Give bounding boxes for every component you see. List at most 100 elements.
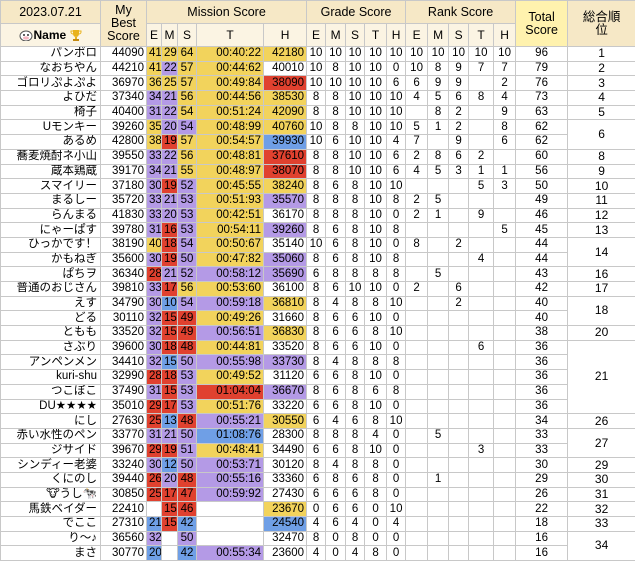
rank-score	[468, 266, 495, 282]
mission-score: 57	[177, 60, 197, 77]
mission-score: 42	[177, 516, 197, 532]
player-name: ぱちヲ	[0, 266, 101, 282]
grade-score: 6	[325, 501, 347, 517]
mission-score: 00:48:81	[196, 148, 264, 165]
rank-score	[427, 457, 450, 473]
mission-score: 40010	[262, 60, 308, 77]
best-score: 30770	[100, 545, 147, 561]
rank-score: 9	[468, 207, 495, 224]
player-name: まさ	[0, 545, 101, 561]
overall-rank: 29	[567, 457, 635, 473]
rank-score	[468, 383, 495, 400]
grade-score: 6	[345, 310, 366, 327]
best-score: 37180	[100, 178, 147, 194]
total-score: 63	[515, 104, 569, 121]
grade-score: 8	[386, 383, 407, 400]
mission-score: 35060	[262, 251, 308, 268]
mission-score: 21	[161, 163, 178, 180]
player-name: パンポロ	[0, 46, 101, 62]
grade-score: 10	[364, 90, 388, 106]
grade-score: 6	[325, 310, 347, 327]
rank-score	[405, 266, 429, 282]
rank-score	[405, 354, 429, 371]
grade-score: 10	[364, 163, 388, 180]
grade-score: 8	[386, 354, 407, 371]
mission-score: 15	[161, 383, 178, 400]
best-score: 44090	[100, 46, 147, 62]
rank-score: 5	[427, 163, 450, 180]
best-score: 27310	[100, 516, 147, 532]
mission-score: 31120	[262, 369, 308, 385]
mission-score: 19	[161, 134, 178, 150]
rank-score: 5	[427, 192, 450, 209]
grade-score: 8	[345, 192, 366, 209]
grade-score: 6	[325, 222, 347, 238]
grade-score: 8	[386, 222, 407, 238]
mission-score: 00:48:41	[196, 442, 264, 459]
sub-header: H	[262, 23, 308, 47]
grade-score: 8	[386, 192, 407, 209]
grade-score: 10	[364, 104, 388, 121]
rank-score	[427, 516, 450, 532]
player-row: アンペンメン 34410 32 15 50 00:55:98 33730 8 4 8 8 8 36	[0, 354, 635, 371]
rank-score: 1	[427, 207, 450, 224]
rank-score	[427, 398, 450, 415]
mission-score: 19	[161, 442, 178, 459]
total-score: 62	[515, 134, 569, 150]
grade-score: 10	[364, 60, 388, 77]
total-score: 42	[515, 281, 569, 297]
mission-score: 00:55:21	[196, 413, 264, 429]
mission-score: 15	[161, 310, 178, 327]
total-score: 36	[515, 383, 569, 400]
player-row: ぱちヲ 36340 28 21 52 00:58:12 35690 6 8 8 8 8 5 43 16	[0, 266, 635, 282]
mission-score: 18	[161, 236, 178, 253]
mission-score: 50	[177, 457, 197, 473]
overall-rank: 17	[567, 281, 635, 297]
grade-score: 10	[364, 46, 388, 62]
overall-rank: 9	[567, 163, 635, 180]
grade-score: 8	[364, 266, 388, 282]
mission-score: 00:44:62	[196, 60, 264, 77]
grade-score: 0	[306, 501, 327, 517]
rank-score	[468, 119, 495, 136]
grade-score: 10	[386, 413, 407, 429]
rank-score: 3	[448, 163, 470, 180]
sub-header: H	[493, 23, 517, 47]
mission-score: 21	[161, 192, 178, 209]
best-score: 39670	[100, 442, 147, 459]
sub-header: M	[325, 23, 347, 47]
grade-score: 10	[345, 90, 366, 106]
rank-score	[493, 148, 517, 165]
grade-score: 10	[364, 222, 388, 238]
grade-score: 0	[386, 281, 407, 297]
grade-score: 4	[325, 354, 347, 371]
grade-score: 6	[306, 471, 327, 488]
mission-score: 38070	[262, 163, 308, 180]
total-score: 36	[515, 339, 569, 356]
total-score: 26	[515, 486, 569, 503]
grade-score: 8	[306, 295, 327, 312]
rank-score	[493, 501, 517, 517]
mission-score: 00:51:24	[196, 104, 264, 121]
rank-score	[493, 339, 517, 356]
player-name: ジサイド	[0, 442, 101, 459]
grade-score: 6	[306, 398, 327, 415]
mission-score: 00:51:93	[196, 192, 264, 209]
player-name: でここ	[0, 516, 101, 532]
rank-score: 10	[427, 46, 450, 62]
grade-score: 6	[345, 339, 366, 356]
rank-score	[448, 516, 470, 532]
mission-score: 23670	[262, 501, 308, 517]
best-score: 32990	[100, 369, 147, 385]
rank-score: 2	[405, 192, 429, 209]
mission-score: 00:51:76	[196, 398, 264, 415]
rank-score	[405, 501, 429, 517]
rank-score	[405, 178, 429, 194]
grade-score: 4	[325, 457, 347, 473]
player-name: ゴロリぷよぷよ	[0, 75, 101, 92]
player-name: あるめ	[0, 134, 101, 150]
mission-score: 38240	[262, 178, 308, 194]
mission-score: 25	[146, 486, 162, 503]
rank-score	[493, 325, 517, 341]
overall-rank: 16	[567, 266, 635, 282]
